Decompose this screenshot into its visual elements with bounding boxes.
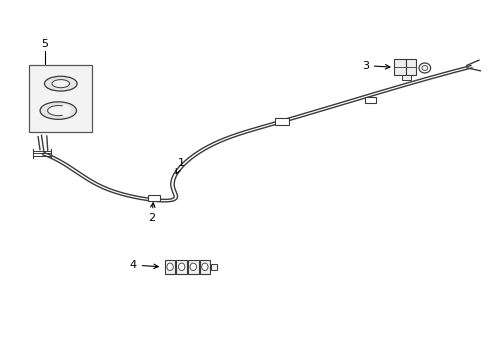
Ellipse shape	[178, 263, 184, 271]
Bar	[29, 65, 92, 132]
Ellipse shape	[166, 263, 173, 271]
Bar	[364, 97, 375, 103]
Bar	[187, 260, 198, 274]
Text: 5: 5	[41, 39, 48, 49]
Text: 3: 3	[361, 60, 389, 71]
Bar	[211, 264, 217, 270]
Bar	[176, 260, 186, 274]
Text: 4: 4	[129, 260, 158, 270]
Ellipse shape	[47, 105, 69, 116]
Bar	[406, 59, 415, 75]
Bar	[199, 260, 210, 274]
Ellipse shape	[40, 102, 76, 120]
Bar	[147, 195, 159, 201]
Ellipse shape	[418, 63, 430, 73]
Bar	[393, 59, 406, 75]
Ellipse shape	[421, 66, 427, 71]
Bar	[401, 75, 410, 80]
Text: 1: 1	[176, 158, 185, 174]
Ellipse shape	[61, 104, 71, 117]
Text: 2: 2	[148, 203, 155, 223]
Ellipse shape	[190, 263, 196, 271]
Bar	[275, 118, 288, 125]
Ellipse shape	[44, 76, 77, 91]
Ellipse shape	[201, 263, 207, 271]
Ellipse shape	[52, 80, 69, 88]
Bar	[164, 260, 175, 274]
